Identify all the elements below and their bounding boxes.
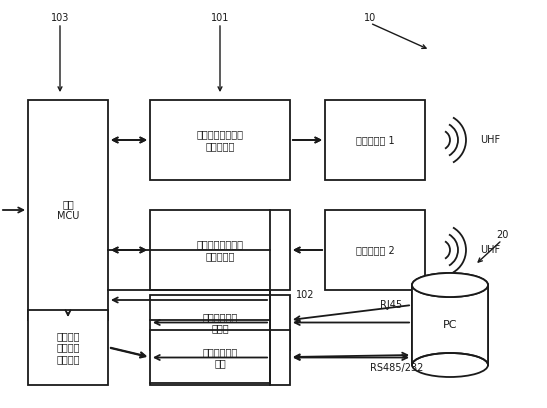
Ellipse shape: [412, 353, 488, 377]
Bar: [325, 100, 425, 180]
Text: UHF: UHF: [480, 135, 500, 145]
Text: 103: 103: [51, 13, 69, 23]
Text: 超高频天线 1: 超高频天线 1: [356, 135, 394, 145]
Text: 10: 10: [364, 13, 376, 23]
Text: 超高频无线同步信
号发送模块: 超高频无线同步信 号发送模块: [196, 129, 243, 151]
Text: 超高频无线标签信
号接收模块: 超高频无线标签信 号接收模块: [196, 239, 243, 261]
Ellipse shape: [412, 273, 488, 297]
Text: RJ45: RJ45: [380, 300, 402, 310]
Text: UHF: UHF: [480, 245, 500, 255]
Text: 超高频天线 2: 超高频天线 2: [356, 245, 394, 255]
Bar: [150, 330, 290, 385]
Bar: [325, 210, 425, 290]
Ellipse shape: [412, 273, 488, 297]
Text: 电源、存
储及其它
功能模块: 电源、存 储及其它 功能模块: [56, 331, 80, 364]
Text: 串行通讯接口
模块: 串行通讯接口 模块: [202, 347, 237, 368]
Bar: [150, 210, 290, 290]
Text: PC: PC: [443, 320, 457, 330]
Text: 20: 20: [496, 230, 508, 240]
Text: 以太网通讯接
口模块: 以太网通讯接 口模块: [202, 312, 237, 333]
Bar: [28, 100, 108, 320]
Bar: [150, 100, 290, 180]
Bar: [28, 310, 108, 385]
Text: 102: 102: [296, 290, 314, 300]
Text: 101: 101: [211, 13, 229, 23]
Text: RS485/232: RS485/232: [370, 363, 423, 373]
Text: 第三
MCU: 第三 MCU: [57, 199, 79, 221]
Bar: [412, 285, 488, 365]
Bar: [150, 295, 290, 350]
